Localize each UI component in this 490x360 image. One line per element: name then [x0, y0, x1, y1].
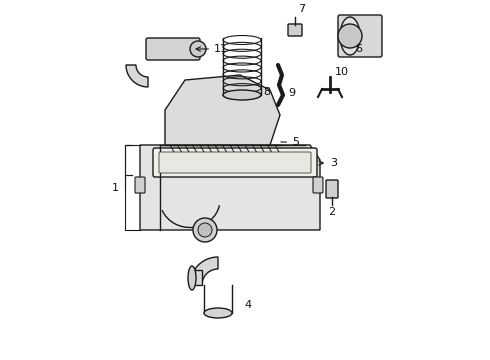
Circle shape — [198, 223, 212, 237]
Text: 3: 3 — [319, 158, 337, 168]
Text: 4: 4 — [245, 300, 251, 310]
Text: 1: 1 — [112, 183, 119, 193]
FancyBboxPatch shape — [313, 177, 323, 193]
Circle shape — [190, 41, 206, 57]
Text: 8: 8 — [263, 87, 270, 97]
FancyBboxPatch shape — [288, 24, 302, 36]
Ellipse shape — [340, 17, 360, 55]
Text: 2: 2 — [328, 207, 336, 217]
Polygon shape — [190, 270, 202, 285]
FancyBboxPatch shape — [153, 148, 317, 177]
FancyBboxPatch shape — [159, 152, 311, 173]
Text: 7: 7 — [298, 4, 305, 14]
Text: 5: 5 — [281, 137, 299, 147]
Text: 10: 10 — [335, 67, 349, 77]
Polygon shape — [190, 257, 218, 285]
Ellipse shape — [188, 266, 196, 290]
FancyBboxPatch shape — [135, 177, 145, 193]
Text: 6: 6 — [355, 44, 362, 54]
Polygon shape — [165, 75, 280, 145]
FancyBboxPatch shape — [338, 15, 382, 57]
Polygon shape — [126, 65, 148, 87]
Circle shape — [338, 24, 362, 48]
Circle shape — [193, 218, 217, 242]
Polygon shape — [140, 145, 320, 230]
Ellipse shape — [223, 90, 261, 100]
Ellipse shape — [204, 308, 232, 318]
Text: 11: 11 — [196, 44, 228, 54]
FancyBboxPatch shape — [146, 38, 200, 60]
FancyBboxPatch shape — [326, 180, 338, 198]
Text: 9: 9 — [288, 88, 295, 98]
